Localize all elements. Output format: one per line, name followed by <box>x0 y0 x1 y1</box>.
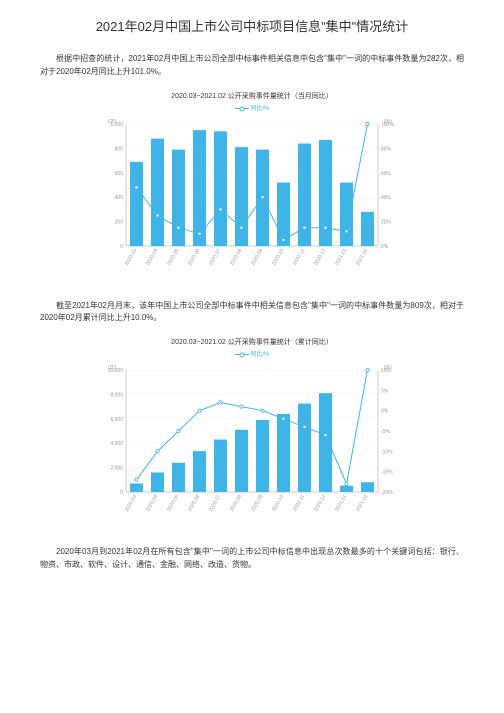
svg-text:2020.12: 2020.12 <box>313 247 327 266</box>
svg-text:2020.06: 2020.06 <box>187 494 201 513</box>
svg-text:0%: 0% <box>381 244 389 250</box>
chart-1-monthly: 2020.03~2021.02 公开采购事件量统计（当月同比） 同比/% (次)… <box>40 91 464 276</box>
svg-text:2020.04: 2020.04 <box>145 247 159 266</box>
chart-1-title: 2020.03~2021.02 公开采购事件量统计（当月同比） <box>40 91 464 101</box>
chart-2-cumulative: 2020.03~2021.02 公开采购事件量统计（累计同比） 同比/% (次)… <box>40 337 464 522</box>
svg-text:2020.03: 2020.03 <box>124 494 138 513</box>
svg-text:2020.05: 2020.05 <box>166 247 180 266</box>
svg-text:600: 600 <box>115 170 124 176</box>
chart-1-legend-label: 同比/% <box>250 106 269 112</box>
svg-text:40%: 40% <box>381 195 392 201</box>
svg-text:60%: 60% <box>381 170 392 176</box>
svg-text:2020.04: 2020.04 <box>145 494 159 513</box>
svg-text:2020.11: 2020.11 <box>292 494 306 513</box>
svg-text:2020.09: 2020.09 <box>250 494 264 513</box>
paragraph-3: 2020年03月到2021年02月在所有包含"集中"一词的上市公司中标信息中出现… <box>40 546 464 572</box>
svg-text:-15%: -15% <box>381 470 393 476</box>
svg-text:2020.08: 2020.08 <box>229 494 243 513</box>
svg-text:8,000: 8,000 <box>110 393 123 399</box>
svg-text:2020.07: 2020.07 <box>208 494 222 513</box>
svg-text:-20%: -20% <box>381 490 393 496</box>
svg-text:2020.09: 2020.09 <box>250 247 264 266</box>
svg-text:0%: 0% <box>381 409 389 415</box>
chart-2-legend: 同比/% <box>40 349 464 358</box>
svg-text:2020.08: 2020.08 <box>229 247 243 266</box>
svg-text:2020.06: 2020.06 <box>187 247 201 266</box>
svg-text:-10%: -10% <box>381 450 393 456</box>
chart-2-legend-label: 同比/% <box>250 352 269 358</box>
chart-2-title: 2020.03~2021.02 公开采购事件量统计（累计同比） <box>40 337 464 347</box>
svg-text:2021.02: 2021.02 <box>355 247 369 266</box>
page-title: 2021年02月中国上市公司中标项目信息"集中"情况统计 <box>40 16 464 35</box>
svg-text:0: 0 <box>120 490 123 496</box>
paragraph-2: 截至2021年02月月末，该年中国上市公司全部中标事件中相关信息包含"集中"一词… <box>40 300 464 326</box>
svg-text:4,000: 4,000 <box>110 441 123 447</box>
svg-text:2020.12: 2020.12 <box>313 494 327 513</box>
svg-text:0: 0 <box>120 244 123 250</box>
svg-text:2020.10: 2020.10 <box>271 247 285 266</box>
svg-text:10,000: 10,000 <box>108 368 124 374</box>
svg-text:2020.03: 2020.03 <box>124 247 138 266</box>
svg-text:2020.07: 2020.07 <box>208 247 222 266</box>
svg-text:800: 800 <box>115 146 124 152</box>
chart-2-svg: (次)(%)02,0004,0006,0008,00010,000-20%-15… <box>92 362 412 522</box>
paragraph-1: 根据中招查的统计，2021年02月中国上市公司全部中标事件相关信息中包含"集中"… <box>40 53 464 79</box>
svg-text:5%: 5% <box>381 389 389 395</box>
svg-text:2,000: 2,000 <box>110 466 123 472</box>
svg-text:6,000: 6,000 <box>110 417 123 423</box>
svg-text:2020.10: 2020.10 <box>271 494 285 513</box>
svg-text:-5%: -5% <box>381 429 390 435</box>
chart-1-legend: 同比/% <box>40 103 464 112</box>
svg-text:400: 400 <box>115 195 124 201</box>
svg-text:2020.11: 2020.11 <box>292 247 306 266</box>
svg-text:1,000: 1,000 <box>110 122 123 128</box>
svg-text:10%: 10% <box>381 368 392 374</box>
chart-1-svg: (次)(%)02004006008001,0000%20%40%60%80%10… <box>92 116 412 276</box>
legend-marker-icon <box>235 108 249 109</box>
svg-text:2021.01: 2021.01 <box>334 494 348 513</box>
svg-text:100%: 100% <box>381 122 394 128</box>
legend-marker-icon <box>235 354 249 355</box>
svg-text:2020.05: 2020.05 <box>166 494 180 513</box>
svg-text:200: 200 <box>115 219 124 225</box>
svg-text:20%: 20% <box>381 219 392 225</box>
svg-text:2021.01: 2021.01 <box>334 247 348 266</box>
svg-text:2021.02: 2021.02 <box>355 494 369 513</box>
svg-text:80%: 80% <box>381 146 392 152</box>
